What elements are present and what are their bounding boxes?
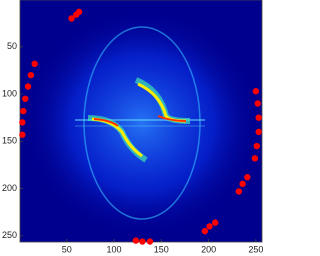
point [251, 155, 259, 162]
point [255, 114, 262, 121]
point [75, 8, 83, 16]
x-tick-label: 150 [154, 244, 169, 254]
point [235, 188, 243, 195]
y-tick-label: 150 [2, 136, 17, 146]
y-tick-label: 200 [2, 183, 17, 193]
point [132, 237, 140, 244]
point [206, 223, 213, 230]
y-tick-label: 50 [7, 41, 17, 51]
point [244, 174, 251, 181]
point [212, 219, 219, 226]
point [139, 238, 146, 245]
point [146, 238, 154, 245]
point [68, 15, 75, 22]
point [252, 88, 260, 95]
y-tick-label: 100 [2, 88, 17, 98]
x-tick-label: 100 [107, 244, 122, 254]
point [254, 100, 261, 107]
x-tick-label: 250 [248, 244, 263, 254]
point [27, 71, 35, 79]
point [31, 60, 38, 68]
point [19, 131, 26, 138]
y-tick-label: 250 [2, 230, 17, 240]
page: {"chart_data": {"type": "scatter", "xlim… [1, 0, 264, 255]
point [19, 119, 26, 126]
x-tick-label: 200 [201, 244, 216, 254]
point [20, 107, 27, 115]
point [253, 142, 261, 150]
point [239, 180, 246, 188]
point [24, 83, 32, 90]
image [20, 0, 262, 242]
chart: 50 100 150 200 250 50 100 150 200 250 [2, 0, 263, 254]
x-tick-label: 50 [62, 244, 72, 254]
point [201, 227, 209, 235]
point [255, 128, 262, 136]
point [21, 95, 29, 102]
